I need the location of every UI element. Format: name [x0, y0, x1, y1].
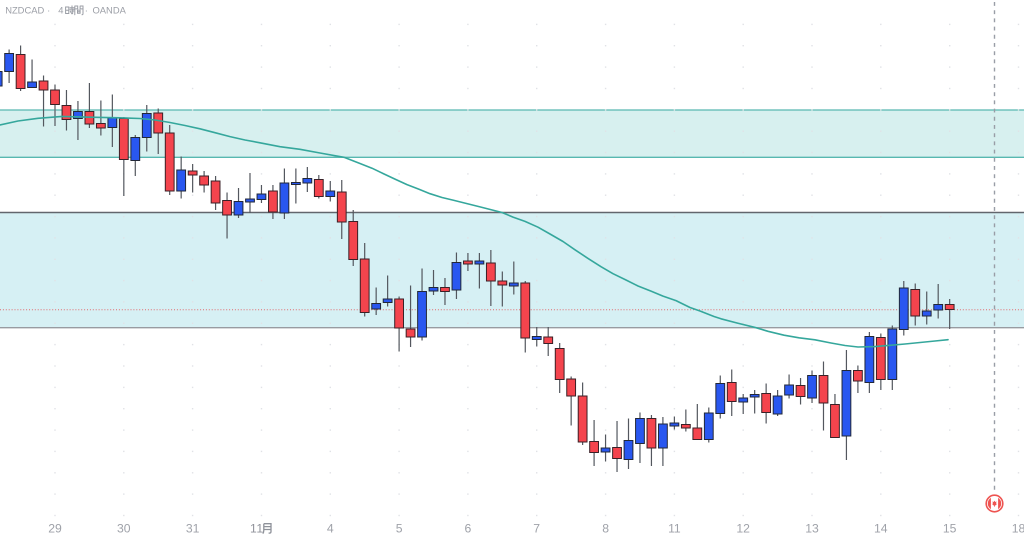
svg-text:5: 5: [396, 522, 403, 536]
svg-text:4: 4: [58, 5, 63, 16]
svg-text:15: 15: [943, 522, 957, 536]
svg-text:6: 6: [465, 522, 472, 536]
svg-text:11: 11: [668, 522, 681, 536]
svg-text:4: 4: [327, 522, 334, 536]
svg-text:13: 13: [805, 522, 819, 536]
svg-text:14: 14: [874, 522, 888, 536]
svg-text:OANDA: OANDA: [93, 5, 127, 16]
svg-text:7: 7: [533, 522, 540, 536]
svg-text:29: 29: [48, 522, 62, 536]
svg-text:·: ·: [47, 5, 50, 16]
svg-text:NZDCAD: NZDCAD: [5, 5, 44, 16]
svg-text:31: 31: [186, 522, 200, 536]
svg-text:18: 18: [1012, 522, 1024, 536]
svg-text:11: 11: [250, 522, 264, 536]
svg-text:8: 8: [602, 522, 609, 536]
svg-text:30: 30: [117, 522, 131, 536]
svg-text:12: 12: [736, 522, 750, 536]
svg-text:·: ·: [85, 5, 88, 16]
